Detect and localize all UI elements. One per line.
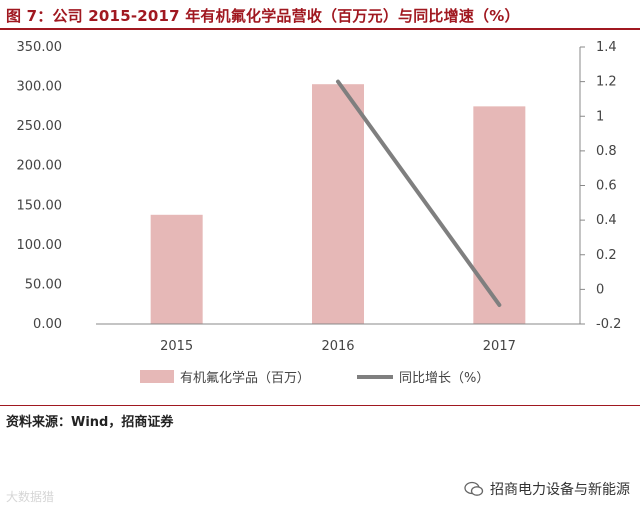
legend: 有机氟化学品（百万） 同比增长（%） — [140, 370, 489, 386]
chart: 0.00 50.00 100.00 150.00 200.00 250.00 300.00 3… — [17, 40, 622, 386]
legend-label-bar: 有机氟化学品（百万） — [180, 370, 310, 386]
line-series — [336, 79, 502, 307]
watermark-left: 大数据猎 — [6, 490, 55, 504]
legend-swatch-bar — [140, 370, 174, 383]
right-tick-label: 1 — [596, 109, 604, 124]
x-tick-label: 2015 — [160, 339, 193, 354]
left-tick-label: 150.00 — [17, 198, 63, 213]
x-tick-label: 2017 — [483, 339, 516, 354]
right-tick-label: 0.2 — [596, 248, 617, 263]
left-tick-label: 0.00 — [33, 317, 62, 332]
x-axis: 2015 2016 2017 — [96, 323, 580, 354]
bar — [473, 106, 526, 324]
chart-title: 图 7：公司 2015-2017 年有机氟化学品营收（百万元）与同比增速（%） — [6, 7, 520, 25]
bar — [312, 84, 364, 324]
left-axis: 0.00 50.00 100.00 150.00 200.00 250.00 300.00 3… — [17, 40, 63, 332]
right-tick-label: 1.2 — [596, 75, 617, 90]
x-tick-label: 2016 — [321, 339, 354, 354]
legend-label-line: 同比增长（%） — [399, 371, 489, 386]
wechat-icon — [464, 481, 484, 496]
left-tick-label: 50.00 — [25, 277, 62, 292]
watermark-right-text: 招商电力设备与新能源 — [490, 482, 630, 498]
right-axis: -0.2 0 0.2 0.4 0.6 0.8 1 1.2 1.4 — [579, 40, 621, 332]
left-tick-label: 250.00 — [17, 119, 63, 134]
watermark-right: 招商电力设备与新能源 — [464, 479, 630, 499]
left-tick-label: 350.00 — [17, 40, 63, 55]
source-note: 资料来源：Wind，招商证券 — [6, 415, 174, 430]
title-bar: 图 7：公司 2015-2017 年有机氟化学品营收（百万元）与同比增速（%） — [0, 0, 640, 30]
left-tick-label: 100.00 — [17, 238, 63, 253]
bar-series — [150, 84, 526, 324]
bar — [150, 214, 203, 324]
line-path — [336, 79, 502, 307]
right-tick-label: 1.4 — [596, 40, 617, 55]
left-tick-label: 200.00 — [17, 159, 63, 174]
right-tick-label: 0.4 — [596, 213, 617, 228]
right-tick-label: 0.8 — [596, 144, 617, 159]
source-divider — [0, 405, 640, 406]
right-tick-label: 0 — [596, 282, 604, 297]
right-tick-label: 0.6 — [596, 179, 617, 194]
right-tick-label: -0.2 — [596, 317, 621, 332]
left-tick-label: 300.00 — [17, 80, 63, 95]
